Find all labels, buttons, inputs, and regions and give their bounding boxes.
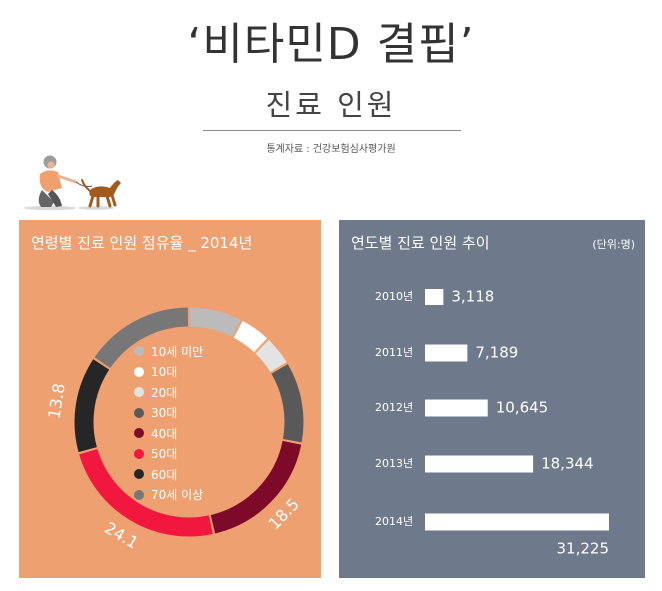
donut-data-label: 13.8	[44, 382, 68, 420]
bar-value-label: 7,189	[475, 344, 518, 362]
unit-label: (단위:명)	[592, 238, 635, 251]
legend-label: 20대	[151, 385, 178, 400]
legend-label: 40대	[151, 426, 178, 441]
bar	[425, 455, 534, 473]
bar-value-label: 3,118	[451, 288, 494, 306]
legend-swatch	[134, 428, 144, 439]
page-title: ‘비타민D 결핍’	[187, 19, 475, 70]
legend-label: 30대	[151, 406, 178, 421]
person-walking-dog-icon	[24, 155, 121, 211]
legend-swatch	[134, 407, 144, 418]
bar-category-label: 2012년	[375, 401, 413, 414]
legend-swatch	[134, 469, 144, 480]
bar-chart-title: 연도별 진료 인원 추이	[351, 234, 490, 252]
donut-slice	[79, 448, 213, 537]
donut-slice	[94, 307, 189, 369]
age-share-panel: 연령별 진료 인원 점유율 _ 2014년 13.8 24.1 18.5 10세 미…	[19, 220, 321, 578]
bar	[425, 399, 488, 417]
bar	[425, 344, 468, 362]
yearly-bar-chart: 2010년 3,118 2011년 7,189 2012년 10,645 2013년 18,3…	[375, 288, 610, 558]
donut-slice	[189, 307, 241, 337]
donut-slice	[210, 440, 302, 534]
bar-category-label: 2014년	[375, 515, 413, 528]
bar-value-label: 31,225	[557, 540, 610, 558]
legend-item: 20대	[134, 382, 203, 403]
bar	[425, 289, 444, 305]
donut-slice	[74, 359, 110, 453]
legend-item: 40대	[134, 423, 203, 444]
donut-data-label: 24.1	[101, 518, 141, 553]
bar-category-label: 2010년	[375, 290, 413, 303]
bar-value-label: 10,645	[496, 399, 548, 417]
legend-item: 10세 미만	[134, 341, 203, 362]
page-subtitle: 진료 인원	[265, 88, 397, 122]
legend-swatch	[134, 346, 144, 357]
legend-label: 10세 미만	[151, 344, 204, 359]
legend-swatch	[134, 489, 144, 500]
donut-slice	[271, 364, 304, 443]
legend-item: 30대	[134, 403, 203, 424]
legend-item: 50대	[134, 444, 203, 465]
bar-category-label: 2011년	[375, 346, 413, 359]
age-share-donut-chart: 13.824.118.5	[44, 307, 304, 553]
donut-slice	[233, 320, 268, 353]
legend-swatch	[134, 387, 144, 398]
legend-item: 60대	[134, 464, 203, 485]
legend-label: 60대	[151, 467, 178, 482]
legend-swatch	[134, 366, 144, 377]
source-note: 통계자료 : 건강보험심사평가원	[266, 144, 396, 155]
legend-label: 10대	[151, 365, 178, 380]
title-divider	[203, 130, 461, 131]
legend-label: 50대	[151, 447, 178, 462]
legend-item: 70세 이상	[134, 485, 203, 506]
bar-category-label: 2013년	[375, 457, 413, 470]
donut-chart-title: 연령별 진료 인원 점유율 _ 2014년	[31, 234, 253, 252]
yearly-trend-panel: 연도별 진료 인원 추이 (단위:명) 2010년 3,118 2011년 7,189…	[339, 220, 645, 578]
bar	[425, 513, 609, 531]
bar-value-label: 18,344	[541, 455, 594, 473]
legend-swatch	[134, 448, 144, 459]
donut-slice	[255, 339, 287, 373]
legend-label: 70세 이상	[151, 488, 204, 503]
donut-legend: 10세 미만 10대 20대 30대 40대 50대 60대 70세 이상	[134, 341, 203, 505]
legend-item: 10대	[134, 362, 203, 383]
